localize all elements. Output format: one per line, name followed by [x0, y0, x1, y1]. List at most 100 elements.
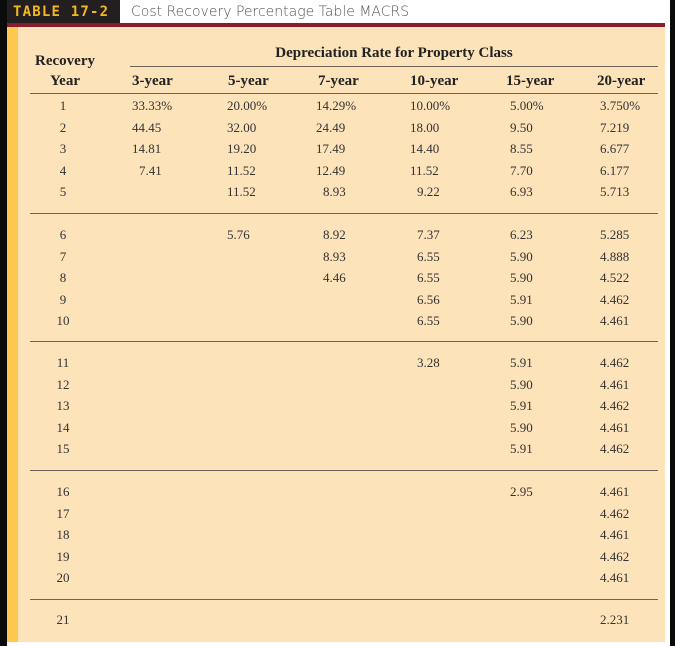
- rate-cell-20-year: 6.677: [600, 141, 630, 156]
- recovery-year-cell: 2: [59, 120, 67, 135]
- recovery-year-header-line1: Recovery: [35, 53, 95, 69]
- group-header-rule: [130, 66, 658, 67]
- rate-cell-7-year: 14.29%: [316, 98, 357, 113]
- rate-cell-10-year: 18.00: [410, 120, 440, 135]
- rate-cell-5-year: 32.00: [227, 120, 257, 135]
- recovery-year-cell: 18: [56, 527, 70, 542]
- rate-cell-5-year: 5.76: [227, 227, 250, 242]
- recovery-year-cell: 10: [56, 313, 70, 328]
- recovery-year-cell: 13: [56, 398, 70, 413]
- group-divider-4: [30, 599, 658, 600]
- rate-cell-15-year: 7.70: [510, 163, 533, 178]
- rate-cell-10-year: 6.56: [417, 292, 440, 307]
- rate-cell-20-year: 5.285: [600, 227, 630, 242]
- header-rule: [30, 93, 658, 94]
- rate-cell-15-year: 5.91: [510, 441, 533, 456]
- rate-cell-15-year: 5.90: [510, 313, 533, 328]
- column-header-15-year: 15-year: [506, 73, 555, 89]
- rate-cell-15-year: 5.00%: [510, 98, 544, 113]
- rate-cell-7-year: 8.92: [323, 227, 346, 242]
- rate-cell-5-year: 11.52: [227, 163, 256, 178]
- rate-cell-20-year: 4.462: [600, 398, 630, 413]
- recovery-year-cell: 19: [56, 549, 70, 564]
- rate-cell-20-year: 4.461: [600, 570, 630, 585]
- recovery-year-header-line2: Year: [50, 73, 80, 89]
- group-divider-3: [30, 470, 658, 471]
- rate-cell-3-year: 14.81: [132, 141, 162, 156]
- rate-cell-7-year: 4.46: [323, 270, 346, 285]
- recovery-year-cell: 21: [56, 612, 70, 627]
- rate-cell-10-year: 6.55: [417, 270, 440, 285]
- rate-cell-20-year: 7.219: [600, 120, 630, 135]
- rate-cell-3-year: 44.45: [132, 120, 162, 135]
- column-header-7-year: 7-year: [318, 73, 359, 89]
- rate-cell-20-year: 4.462: [600, 355, 630, 370]
- rate-cell-20-year: 4.461: [600, 527, 630, 542]
- rate-cell-15-year: 9.50: [510, 120, 533, 135]
- rate-cell-7-year: 12.49: [316, 163, 346, 178]
- recovery-year-header: Recovery Year: [30, 51, 100, 91]
- rate-cell-10-year: 7.37: [417, 227, 440, 242]
- group-divider-1: [30, 213, 658, 214]
- recovery-year-cell: 5: [59, 184, 67, 199]
- rate-cell-20-year: 4.461: [600, 484, 630, 499]
- rate-cell-5-year: 20.00%: [227, 98, 268, 113]
- rate-cell-20-year: 4.461: [600, 377, 630, 392]
- rate-cell-7-year: 17.49: [316, 141, 346, 156]
- rate-cell-15-year: 5.91: [510, 355, 533, 370]
- rate-cell-10-year: 6.55: [417, 313, 440, 328]
- rate-cell-15-year: 5.90: [510, 377, 533, 392]
- rate-cell-3-year: 33.33%: [132, 98, 173, 113]
- table-title: Cost Recovery Percentage Table MACRS: [131, 4, 410, 20]
- property-class-group-header: Depreciation Rate for Property Class: [275, 45, 513, 61]
- rate-cell-20-year: 4.461: [600, 420, 630, 435]
- recovery-year-cell: 8: [59, 270, 67, 285]
- rate-cell-20-year: 4.462: [600, 506, 630, 521]
- recovery-year-cell: 11: [56, 355, 70, 370]
- rate-cell-20-year: 2.231: [600, 612, 630, 627]
- rate-cell-10-year: 10.00%: [410, 98, 451, 113]
- rate-cell-15-year: 2.95: [510, 484, 533, 499]
- recovery-year-cell: 20: [56, 570, 70, 585]
- left-frame-edge: [0, 0, 7, 646]
- recovery-year-cell: 17: [56, 506, 70, 521]
- rate-cell-20-year: 4.462: [600, 549, 630, 564]
- rate-cell-20-year: 4.888: [600, 249, 630, 264]
- rate-cell-10-year: 6.55: [417, 249, 440, 264]
- rate-cell-7-year: 8.93: [323, 249, 346, 264]
- recovery-year-cell: 4: [59, 163, 67, 178]
- table-title-bar: TABLE 17-2 Cost Recovery Percentage Tabl…: [7, 0, 670, 24]
- right-frame-edge: [670, 0, 675, 646]
- column-header-5-year: 5-year: [228, 73, 269, 89]
- recovery-year-cell: 16: [56, 484, 70, 499]
- table-panel: [7, 27, 665, 642]
- rate-cell-5-year: 11.52: [227, 184, 256, 199]
- accent-bar: [7, 27, 18, 642]
- table-number-tab: TABLE 17-2: [7, 0, 120, 24]
- rate-cell-10-year: 9.22: [417, 184, 440, 199]
- rate-cell-20-year: 5.713: [600, 184, 630, 199]
- rate-cell-10-year: 3.28: [417, 355, 440, 370]
- rate-cell-20-year: 4.522: [600, 270, 630, 285]
- recovery-year-cell: 15: [56, 441, 70, 456]
- rate-cell-3-year: 7.41: [139, 163, 162, 178]
- rate-cell-15-year: 5.90: [510, 249, 533, 264]
- rate-cell-15-year: 5.91: [510, 398, 533, 413]
- rate-cell-20-year: 4.462: [600, 441, 630, 456]
- recovery-year-cell: 12: [56, 377, 70, 392]
- recovery-year-cell: 6: [59, 227, 67, 242]
- rate-cell-20-year: 4.462: [600, 292, 630, 307]
- rate-cell-7-year: 8.93: [323, 184, 346, 199]
- rate-cell-7-year: 24.49: [316, 120, 346, 135]
- column-header-10-year: 10-year: [410, 73, 459, 89]
- rate-cell-15-year: 5.91: [510, 292, 533, 307]
- recovery-year-cell: 9: [59, 292, 67, 307]
- recovery-year-cell: 14: [56, 420, 70, 435]
- rate-cell-5-year: 19.20: [227, 141, 257, 156]
- group-divider-2: [30, 341, 658, 342]
- column-header-3-year: 3-year: [132, 73, 173, 89]
- column-header-20-year: 20-year: [597, 73, 646, 89]
- recovery-year-cell: 7: [59, 249, 67, 264]
- rate-cell-20-year: 4.461: [600, 313, 630, 328]
- title-divider: [7, 23, 665, 27]
